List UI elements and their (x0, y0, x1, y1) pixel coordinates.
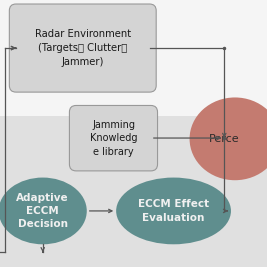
Text: ECCM Effect
Evaluation: ECCM Effect Evaluation (138, 199, 209, 222)
FancyBboxPatch shape (9, 4, 156, 92)
Bar (0, 116, 267, 267)
Text: Jamming
Knowledg
e library: Jamming Knowledg e library (90, 120, 137, 157)
Bar (0, 0, 267, 116)
Ellipse shape (0, 178, 87, 244)
Text: Radar Environment
(Targets、 Clutter、
Jammer): Radar Environment (Targets、 Clutter、 Jam… (35, 29, 131, 67)
Ellipse shape (116, 178, 231, 244)
Text: Perce: Perce (209, 134, 239, 144)
FancyBboxPatch shape (69, 105, 158, 171)
Ellipse shape (190, 97, 267, 180)
Text: Adaptive
ECCM
Decision: Adaptive ECCM Decision (16, 193, 69, 229)
